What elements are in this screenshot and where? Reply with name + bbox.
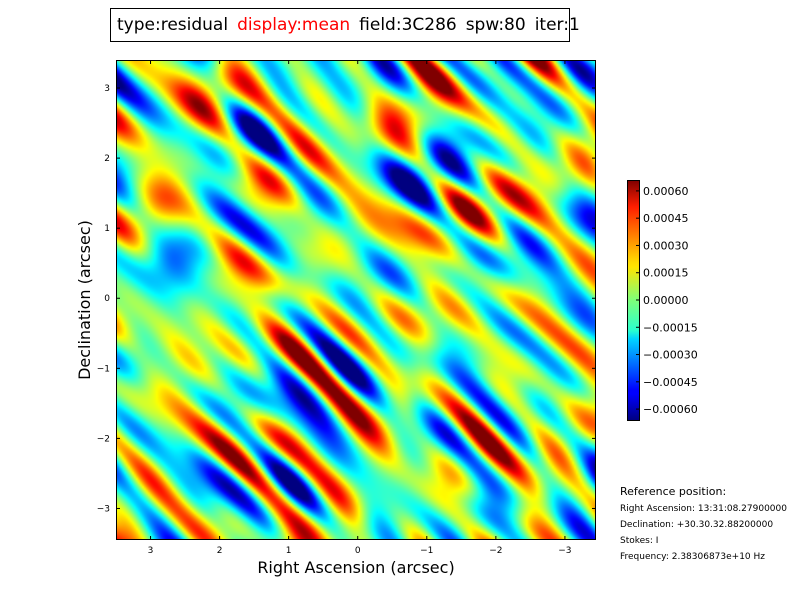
y-tick-label: −3 bbox=[97, 504, 110, 514]
title-spw: spw:80 bbox=[465, 15, 526, 35]
colorbar-tick-label: 0.00045 bbox=[643, 212, 689, 225]
colorbar-tick-label: −0.00060 bbox=[643, 403, 698, 416]
colorbar-tick-label: 0.00015 bbox=[643, 267, 689, 280]
x-axis-label: Right Ascension (arcsec) bbox=[257, 558, 454, 577]
y-tick-label: −2 bbox=[97, 434, 110, 444]
reference-frequency: Frequency: 2.38306873e+10 Hz bbox=[620, 552, 766, 562]
y-tick-label: 2 bbox=[104, 154, 110, 164]
y-tick-label: 1 bbox=[104, 224, 110, 234]
reference-heading: Reference position: bbox=[620, 485, 727, 498]
reference-dec: Declination: +30.30.32.88200000 bbox=[620, 520, 774, 530]
colorbar-tick-label: 0.00060 bbox=[643, 185, 689, 198]
x-tick-label: −2 bbox=[489, 546, 502, 556]
y-axis-ticks: 3 2 1 0 −1 −2 −3 bbox=[97, 84, 596, 514]
colorbar bbox=[627, 180, 640, 421]
reference-ra: Right Ascension: 13:31:08.27900000 bbox=[620, 504, 787, 514]
y-tick-label: −1 bbox=[97, 364, 110, 374]
colorbar-tick-label: 0.00000 bbox=[643, 294, 689, 307]
x-tick-label: 0 bbox=[355, 546, 361, 556]
x-tick-label: 2 bbox=[217, 546, 223, 556]
colorbar-tick-label: −0.00015 bbox=[643, 321, 698, 334]
colorbar-ticks: 0.00060 0.00045 0.00030 0.00015 0.00000 −0.00… bbox=[636, 185, 698, 416]
reference-stokes: Stokes: I bbox=[620, 536, 659, 546]
title-field: field:3C286 bbox=[359, 15, 457, 35]
y-tick-label: 3 bbox=[104, 84, 110, 94]
title-type: type:residual bbox=[117, 15, 229, 35]
y-tick-label: 0 bbox=[104, 294, 110, 304]
title-display: display:mean bbox=[237, 15, 351, 35]
x-tick-label: 1 bbox=[286, 546, 292, 556]
colorbar-tick-label: −0.00045 bbox=[643, 376, 698, 389]
y-axis-label: Declination (arcsec) bbox=[75, 220, 94, 380]
plot-frame bbox=[116, 60, 596, 540]
colorbar-tick-label: 0.00030 bbox=[643, 239, 689, 252]
reference-position: Reference position: Right Ascension: 13:… bbox=[620, 484, 798, 565]
x-tick-label: −1 bbox=[420, 546, 433, 556]
colorbar-tick-label: −0.00030 bbox=[643, 349, 698, 362]
heatmap-image bbox=[116, 60, 596, 540]
x-tick-label: 3 bbox=[148, 546, 154, 556]
x-axis-ticks: 3 2 1 0 −1 −2 −3 bbox=[148, 60, 572, 556]
title-box: type:residual display:mean field:3C286 s… bbox=[110, 8, 580, 42]
x-tick-label: −3 bbox=[558, 546, 571, 556]
title-iter: iter:1 bbox=[534, 15, 580, 35]
